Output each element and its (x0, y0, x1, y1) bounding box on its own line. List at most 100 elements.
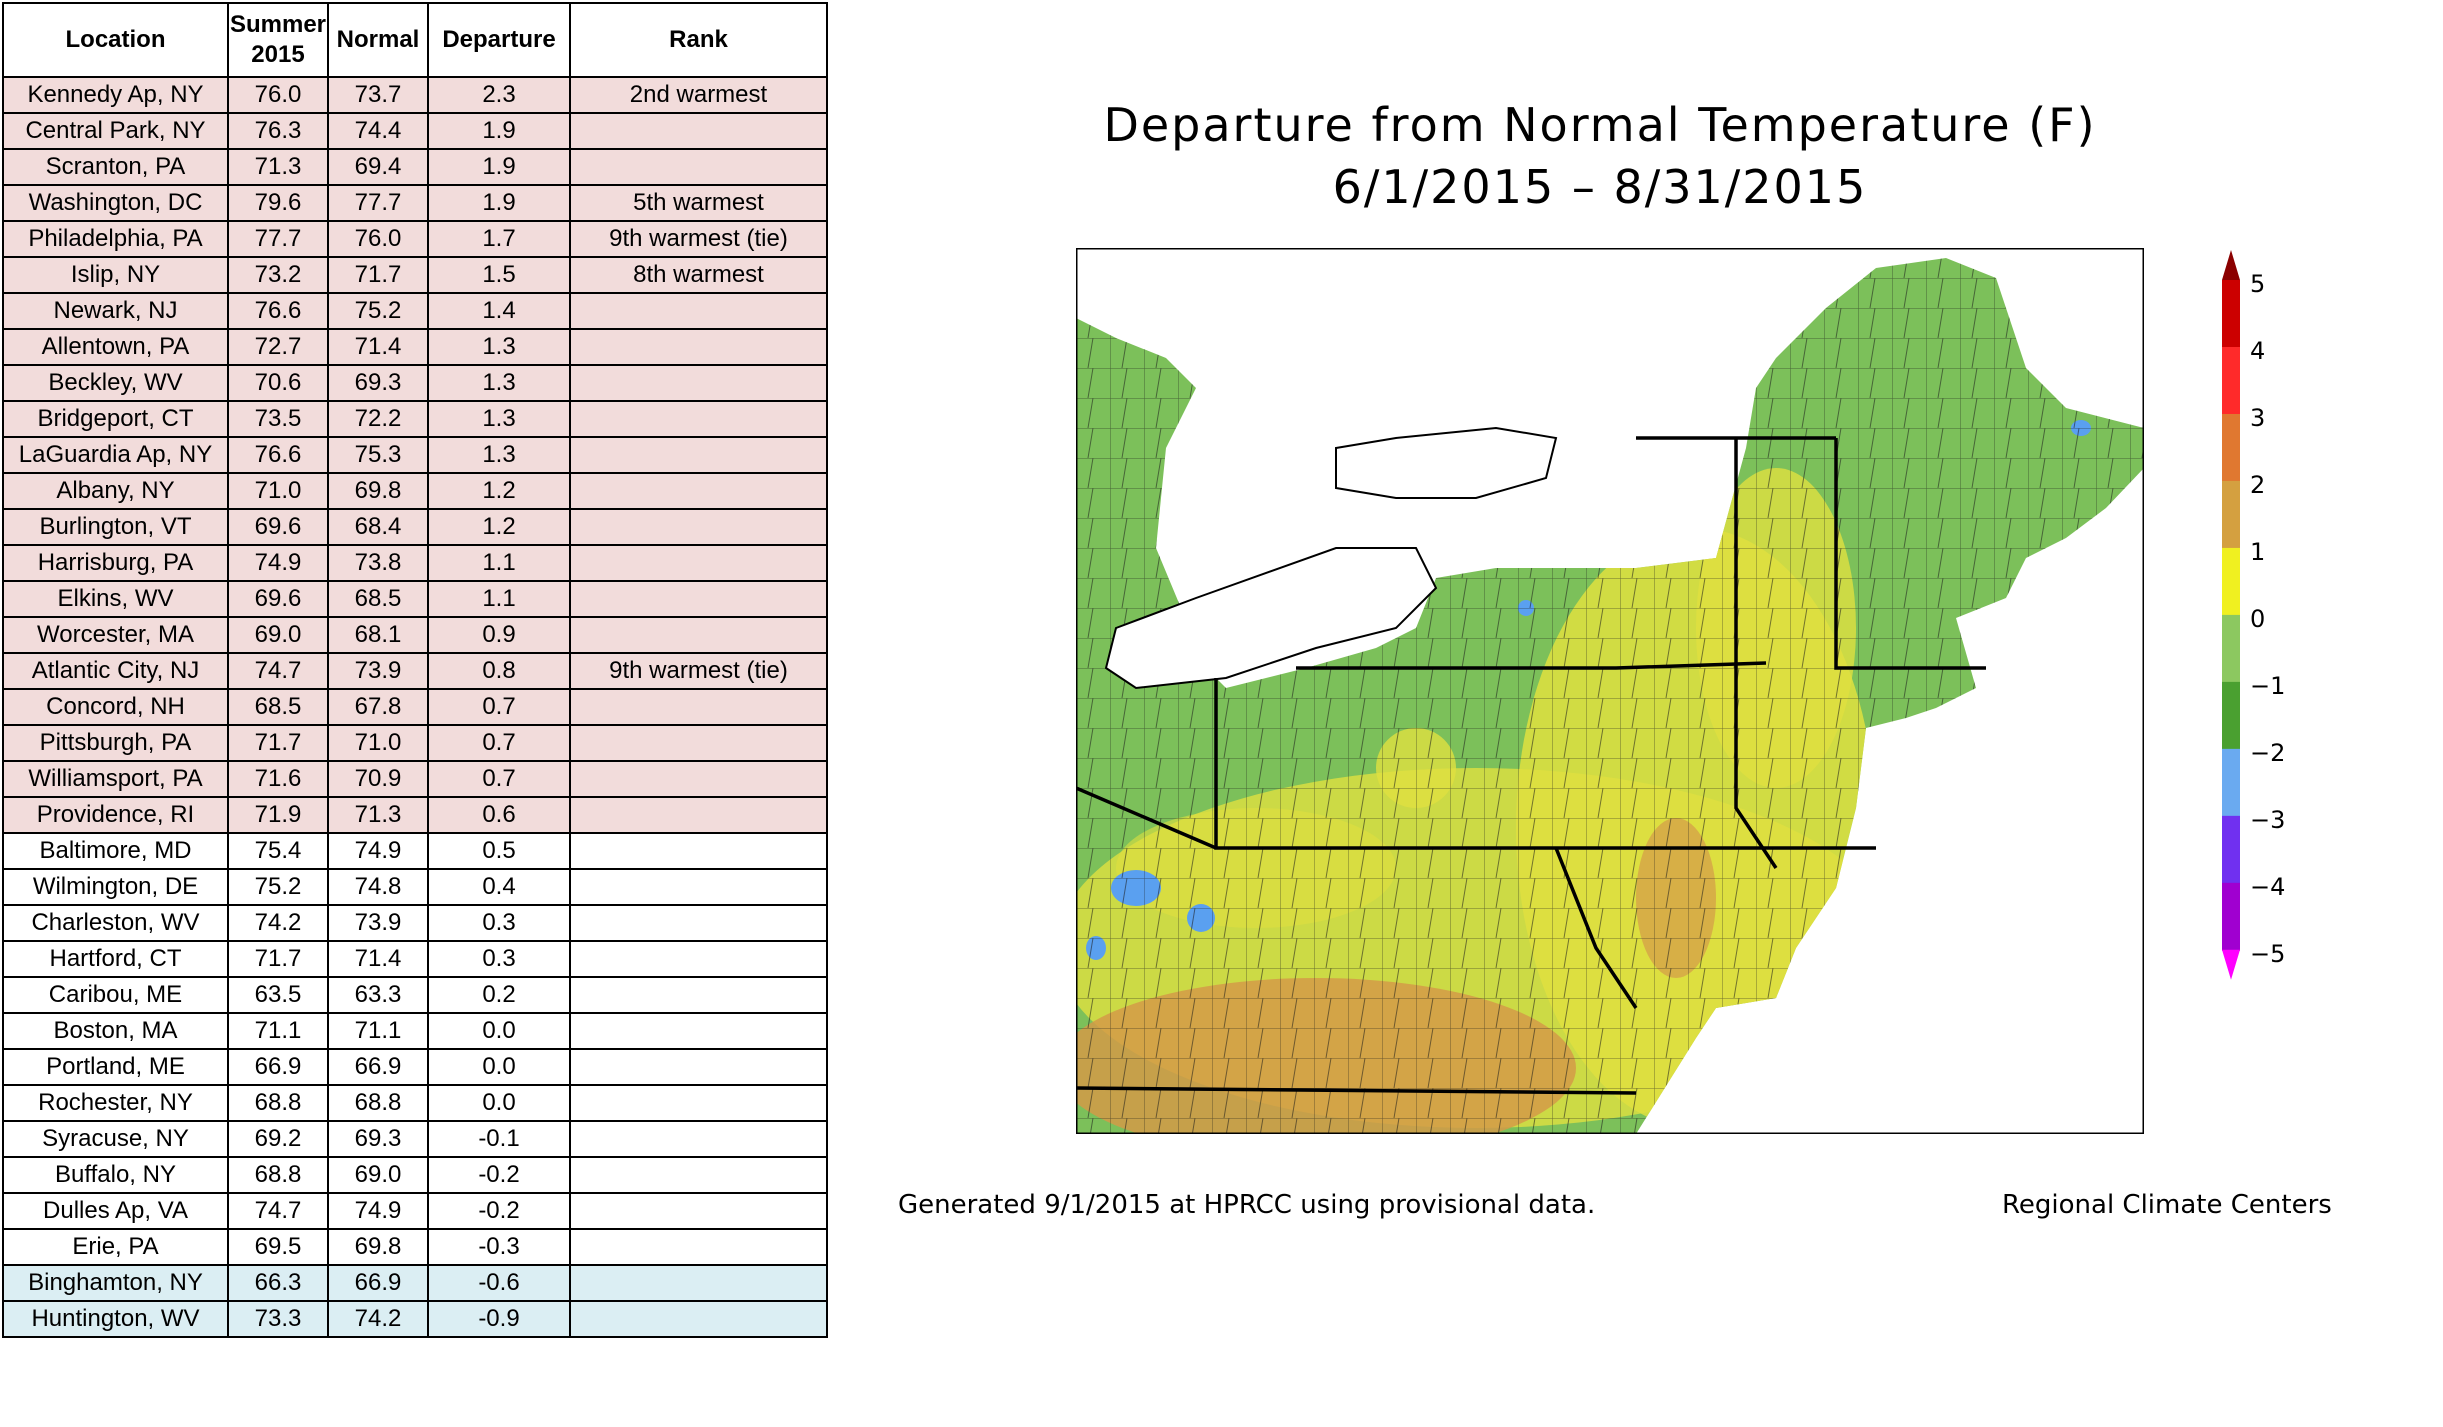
cell-rank (569, 1192, 828, 1230)
cell-departure: 0.3 (427, 904, 571, 942)
cell-location: Charleston, WV (2, 904, 229, 942)
table-row: Concord, NH 68.5 67.8 0.7 (2, 688, 828, 726)
legend-tick-label: −2 (2250, 739, 2285, 767)
cell-normal: 70.9 (327, 760, 429, 798)
cell-normal: 66.9 (327, 1264, 429, 1302)
cell-summer-2015: 68.8 (227, 1156, 329, 1194)
cell-departure: 0.5 (427, 832, 571, 870)
cell-departure: -0.1 (427, 1120, 571, 1158)
legend-bottom-arrow (2222, 949, 2240, 980)
cell-summer-2015: 71.3 (227, 148, 329, 186)
cell-rank (569, 868, 828, 906)
table-header-row: Location Summer 2015 Normal Departure Ra… (2, 2, 828, 78)
table-row: Burlington, VT 69.6 68.4 1.2 (2, 508, 828, 546)
cell-location: Kennedy Ap, NY (2, 76, 229, 114)
cell-departure: 0.0 (427, 1084, 571, 1122)
cell-location: Albany, NY (2, 472, 229, 510)
table-row: Allentown, PA 72.7 71.4 1.3 (2, 328, 828, 366)
cell-normal: 75.3 (327, 436, 429, 474)
cell-departure: 0.3 (427, 940, 571, 978)
cell-summer-2015: 69.2 (227, 1120, 329, 1158)
cell-normal: 71.3 (327, 796, 429, 834)
table-row: Philadelphia, PA 77.7 76.0 1.7 9th warmest (… (2, 220, 828, 258)
cell-departure: 0.7 (427, 688, 571, 726)
cell-departure: -0.2 (427, 1156, 571, 1194)
legend-swatch (2222, 614, 2240, 683)
legend-tick-label: −5 (2250, 940, 2285, 968)
cell-location: Concord, NH (2, 688, 229, 726)
cell-rank (569, 796, 828, 834)
cell-summer-2015: 71.0 (227, 472, 329, 510)
cell-rank (569, 400, 828, 438)
cell-normal: 73.7 (327, 76, 429, 114)
table-row: Baltimore, MD 75.4 74.9 0.5 (2, 832, 828, 870)
cell-normal: 71.0 (327, 724, 429, 762)
cell-departure: 0.7 (427, 724, 571, 762)
table-row: Albany, NY 71.0 69.8 1.2 (2, 472, 828, 510)
legend-tick-label: −3 (2250, 806, 2285, 834)
cell-location: Scranton, PA (2, 148, 229, 186)
cell-departure: 0.6 (427, 796, 571, 834)
cell-normal: 68.1 (327, 616, 429, 654)
cell-rank (569, 1264, 828, 1302)
table-row: Pittsburgh, PA 71.7 71.0 0.7 (2, 724, 828, 762)
cell-rank (569, 1120, 828, 1158)
cell-departure: -0.9 (427, 1300, 571, 1338)
cell-rank (569, 1012, 828, 1050)
cell-departure: 0.9 (427, 616, 571, 654)
cell-rank (569, 760, 828, 798)
cell-normal: 68.4 (327, 508, 429, 546)
cell-summer-2015: 70.6 (227, 364, 329, 402)
table-row: Providence, RI 71.9 71.3 0.6 (2, 796, 828, 834)
table-row: Islip, NY 73.2 71.7 1.5 8th warmest (2, 256, 828, 294)
table-row: Beckley, WV 70.6 69.3 1.3 (2, 364, 828, 402)
cell-normal: 74.4 (327, 112, 429, 150)
cell-rank (569, 508, 828, 546)
legend-swatch (2222, 480, 2240, 549)
cell-normal: 74.2 (327, 1300, 429, 1338)
cell-departure: 1.3 (427, 328, 571, 366)
cell-rank (569, 580, 828, 618)
table-row: Rochester, NY 68.8 68.8 0.0 (2, 1084, 828, 1122)
cell-summer-2015: 69.5 (227, 1228, 329, 1266)
table-row: Huntington, WV 73.3 74.2 -0.9 (2, 1300, 828, 1338)
cell-location: Dulles Ap, VA (2, 1192, 229, 1230)
cell-normal: 71.1 (327, 1012, 429, 1050)
legend-swatch (2222, 681, 2240, 750)
cell-location: Bridgeport, CT (2, 400, 229, 438)
legend-top-arrow (2222, 250, 2240, 280)
table-row: Binghamton, NY 66.3 66.9 -0.6 (2, 1264, 828, 1302)
cell-rank (569, 292, 828, 330)
cell-summer-2015: 73.5 (227, 400, 329, 438)
cell-departure: 1.3 (427, 436, 571, 474)
cell-location: Pittsburgh, PA (2, 724, 229, 762)
cell-summer-2015: 75.2 (227, 868, 329, 906)
cell-summer-2015: 74.7 (227, 652, 329, 690)
header-location: Location (2, 2, 229, 78)
legend-swatch (2222, 815, 2240, 884)
cell-normal: 76.0 (327, 220, 429, 258)
legend-swatch (2222, 547, 2240, 616)
cell-departure: 1.9 (427, 112, 571, 150)
map-title: Departure from Normal Temperature (F) (1103, 98, 2097, 152)
cell-summer-2015: 71.9 (227, 796, 329, 834)
cell-departure: 1.1 (427, 544, 571, 582)
cell-location: Caribou, ME (2, 976, 229, 1014)
cell-summer-2015: 79.6 (227, 184, 329, 222)
table-row: Worcester, MA 69.0 68.1 0.9 (2, 616, 828, 654)
cell-normal: 71.4 (327, 940, 429, 978)
cell-location: Burlington, VT (2, 508, 229, 546)
table-row: Hartford, CT 71.7 71.4 0.3 (2, 940, 828, 978)
table-row: Washington, DC 79.6 77.7 1.9 5th warmest (2, 184, 828, 222)
cell-normal: 67.8 (327, 688, 429, 726)
table-row: Charleston, WV 74.2 73.9 0.3 (2, 904, 828, 942)
cell-normal: 69.3 (327, 364, 429, 402)
cell-summer-2015: 69.6 (227, 580, 329, 618)
table-row: Caribou, ME 63.5 63.3 0.2 (2, 976, 828, 1014)
cell-departure: 1.9 (427, 184, 571, 222)
cell-rank (569, 1156, 828, 1194)
cell-location: Allentown, PA (2, 328, 229, 366)
cell-rank (569, 688, 828, 726)
cell-location: Harrisburg, PA (2, 544, 229, 582)
cell-rank: 9th warmest (tie) (569, 652, 828, 690)
